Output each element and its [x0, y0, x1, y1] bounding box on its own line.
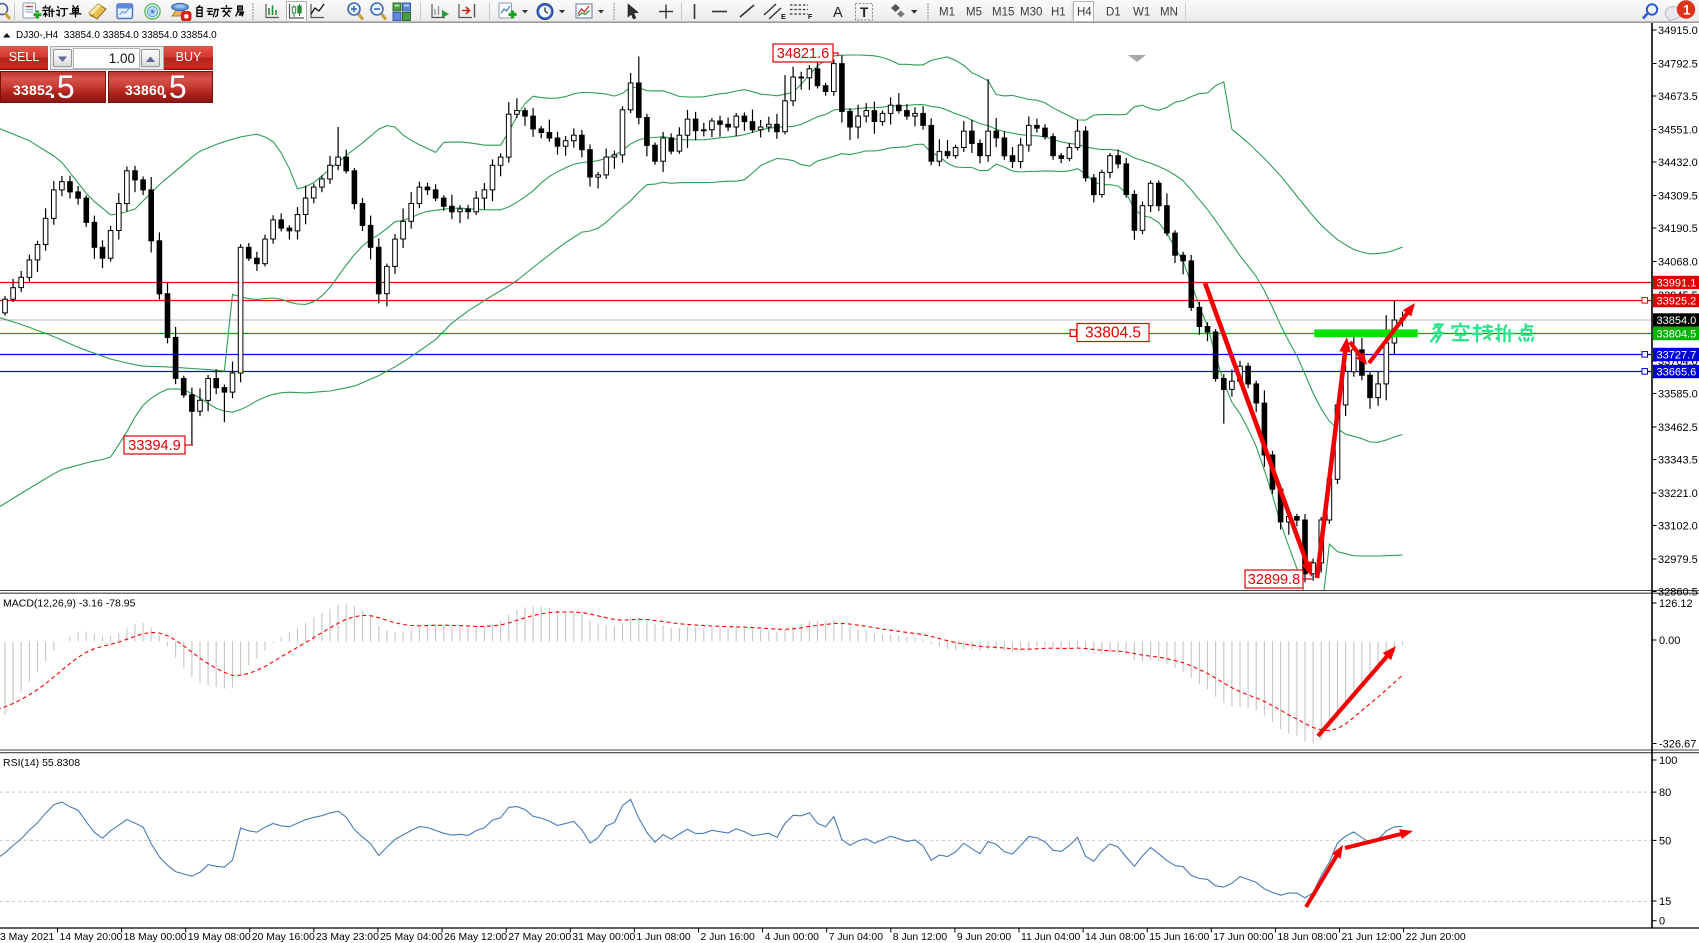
svg-text:33221.0: 33221.0	[1658, 488, 1698, 500]
svg-text:33102.0: 33102.0	[1658, 521, 1698, 533]
svg-text:3 May 2021: 3 May 2021	[0, 932, 55, 943]
svg-text:80: 80	[1659, 787, 1671, 799]
svg-text:33925.2: 33925.2	[1657, 296, 1697, 308]
svg-text:DJ30-,H4 33854.0 33854.0 3385: DJ30-,H4 33854.0 33854.0 33854.0 33854.0	[16, 30, 217, 41]
svg-text:33991.1: 33991.1	[1657, 278, 1697, 290]
svg-text:27 May 20:00: 27 May 20:00	[508, 932, 571, 943]
svg-text:H1: H1	[1051, 7, 1066, 19]
svg-text:14 May 20:00: 14 May 20:00	[60, 932, 123, 943]
svg-text:33343.5: 33343.5	[1658, 455, 1698, 467]
svg-text:17 Jun 00:00: 17 Jun 00:00	[1213, 932, 1273, 943]
svg-text:34309.5: 34309.5	[1658, 191, 1698, 203]
svg-text:19 May 08:00: 19 May 08:00	[188, 932, 251, 943]
svg-text:33585.0: 33585.0	[1658, 389, 1698, 401]
svg-text:32899.8: 32899.8	[1248, 572, 1300, 588]
svg-text:1: 1	[1683, 3, 1691, 18]
svg-text:34432.0: 34432.0	[1658, 157, 1698, 169]
svg-text:25 May 04:00: 25 May 04:00	[380, 932, 443, 943]
svg-text:1 Jun 08:00: 1 Jun 08:00	[636, 932, 691, 943]
svg-text:7 Jun 04:00: 7 Jun 04:00	[829, 932, 884, 943]
svg-text:23 May 23:00: 23 May 23:00	[316, 932, 379, 943]
svg-text:0: 0	[1659, 916, 1665, 928]
svg-text:T: T	[860, 5, 869, 20]
svg-text:21 Jun 12:00: 21 Jun 12:00	[1342, 932, 1402, 943]
svg-text:20 May 16:00: 20 May 16:00	[252, 932, 315, 943]
svg-text:RSI(14) 55.8308: RSI(14) 55.8308	[3, 757, 80, 769]
svg-text:33804.5: 33804.5	[1085, 325, 1141, 342]
svg-text:33727.7: 33727.7	[1657, 350, 1697, 362]
svg-text:18 Jun 08:00: 18 Jun 08:00	[1277, 932, 1337, 943]
svg-text:34068.0: 34068.0	[1658, 257, 1698, 269]
svg-text:33462.5: 33462.5	[1658, 422, 1698, 434]
svg-text:0.00: 0.00	[1659, 635, 1680, 647]
svg-text:M1: M1	[939, 7, 955, 19]
svg-text:-326.67: -326.67	[1659, 739, 1696, 751]
svg-text:22 Jun 20:00: 22 Jun 20:00	[1406, 932, 1466, 943]
svg-text:MN: MN	[1160, 7, 1178, 19]
svg-text:18 May 00:00: 18 May 00:00	[124, 932, 187, 943]
svg-text:126.12: 126.12	[1659, 598, 1693, 610]
svg-text:33804.5: 33804.5	[1657, 329, 1697, 341]
svg-text:100: 100	[1659, 755, 1677, 767]
svg-text:34792.5: 34792.5	[1658, 59, 1698, 71]
svg-text:8 Jun 12:00: 8 Jun 12:00	[893, 932, 948, 943]
svg-text:W1: W1	[1133, 7, 1150, 19]
svg-text:D1: D1	[1106, 7, 1121, 19]
svg-text:34190.5: 34190.5	[1658, 223, 1698, 235]
svg-text:31 May 00:00: 31 May 00:00	[572, 932, 635, 943]
svg-text:F: F	[808, 14, 813, 21]
svg-text:15 Jun 16:00: 15 Jun 16:00	[1149, 932, 1209, 943]
svg-text:50: 50	[1659, 835, 1671, 847]
svg-text:M30: M30	[1020, 7, 1042, 19]
svg-text:E: E	[781, 14, 786, 21]
svg-text:11 Jun 04:00: 11 Jun 04:00	[1021, 932, 1081, 943]
svg-text:34821.6: 34821.6	[777, 46, 829, 62]
svg-text:H4: H4	[1077, 7, 1092, 19]
svg-text:9 Jun 20:00: 9 Jun 20:00	[957, 932, 1012, 943]
svg-text:4 Jun 00:00: 4 Jun 00:00	[765, 932, 820, 943]
svg-text:A: A	[833, 5, 843, 21]
svg-text:33854.0: 33854.0	[1657, 315, 1697, 327]
svg-text:34551.0: 34551.0	[1658, 125, 1698, 137]
svg-text:26 May 12:00: 26 May 12:00	[444, 932, 507, 943]
svg-text:MACD(12,26,9) -3.16 -78.95: MACD(12,26,9) -3.16 -78.95	[3, 598, 136, 610]
svg-text:2 Jun 16:00: 2 Jun 16:00	[701, 932, 756, 943]
svg-text:33394.9: 33394.9	[128, 438, 180, 454]
svg-text:34673.5: 34673.5	[1658, 91, 1698, 103]
svg-text:M5: M5	[966, 7, 982, 19]
svg-text:33665.6: 33665.6	[1657, 367, 1697, 379]
svg-text:34915.0: 34915.0	[1658, 25, 1698, 37]
svg-text:15: 15	[1659, 896, 1671, 908]
svg-text:32860.5: 32860.5	[1658, 587, 1698, 599]
svg-text:32979.5: 32979.5	[1658, 554, 1698, 566]
svg-text:M15: M15	[992, 7, 1014, 19]
svg-text:14 Jun 08:00: 14 Jun 08:00	[1085, 932, 1145, 943]
